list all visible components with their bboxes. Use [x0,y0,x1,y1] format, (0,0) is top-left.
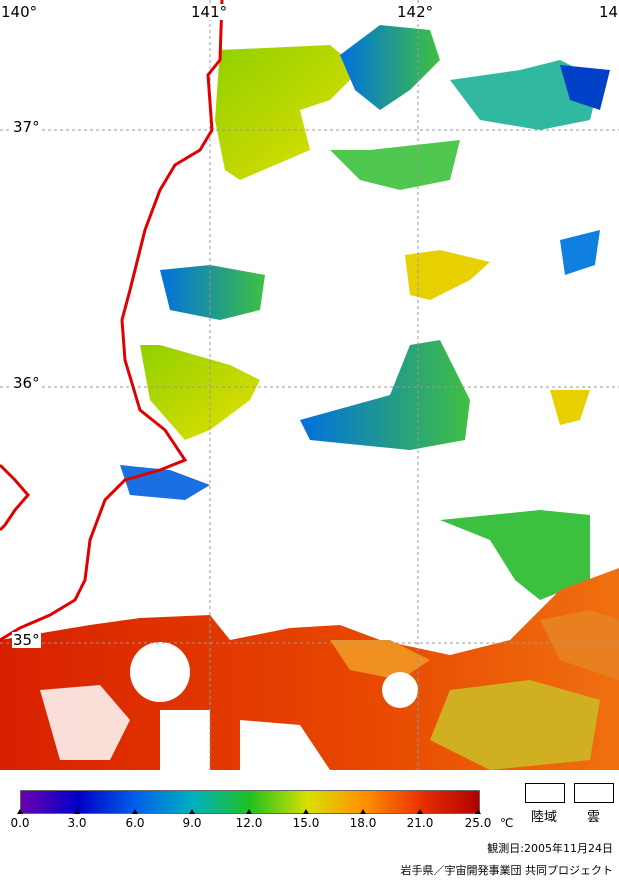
legend-tick-label: 3.0 [67,816,87,830]
legend-tick-label: 25.0 [464,816,492,830]
legend-tick-mark [74,809,80,814]
legend-tick-mark [246,809,252,814]
cloud-key-label: 雲 [587,810,601,825]
coastline [0,0,224,642]
legend-tick-mark [475,809,481,814]
legend-tick-mark [303,809,309,814]
legend-tick-mark [360,809,366,814]
sst-patch-north-coast [215,45,360,180]
graticule [0,0,619,770]
longitude-label-141: 141° [190,3,229,21]
legend-tick-label: 15.0 [292,816,320,830]
legend-tick-label: 18.0 [349,816,377,830]
latitude-label-35: 35° [12,631,41,649]
legend-tick-label: 12.0 [235,816,263,830]
legend-unit: ℃ [500,816,514,830]
legend-tick-mark [132,809,138,814]
coastline-peninsula [0,463,30,532]
sst-patch-south-warm [0,568,619,770]
latitude-label-36: 36° [12,374,41,392]
sst-patch-middle [120,250,590,600]
legend-tick-mark [189,809,195,814]
sea-surface-temperature-map [0,0,619,770]
sst-patch-northeast [330,25,610,275]
latitude-label-37: 37° [12,118,41,136]
legend-tick-label: 6.0 [125,816,145,830]
legend-tick-label: 9.0 [182,816,202,830]
longitude-label-143: 143° [598,4,619,20]
legend-tick-mark [417,809,423,814]
land-key-swatch [525,783,565,803]
credit-text: 岩手県／宇宙開発事業団 共同プロジェクト [400,864,614,877]
legend-tick-label: 21.0 [406,816,434,830]
cloud-key-swatch [574,783,614,803]
observation-date: 観測日:2005年11月24日 [487,842,613,855]
longitude-label-142: 142° [396,3,435,21]
legend-tick-mark [17,809,23,814]
legend-tick-label: 0.0 [10,816,30,830]
longitude-label-140: 140° [0,3,39,21]
land-key-label: 陸域 [531,810,558,825]
